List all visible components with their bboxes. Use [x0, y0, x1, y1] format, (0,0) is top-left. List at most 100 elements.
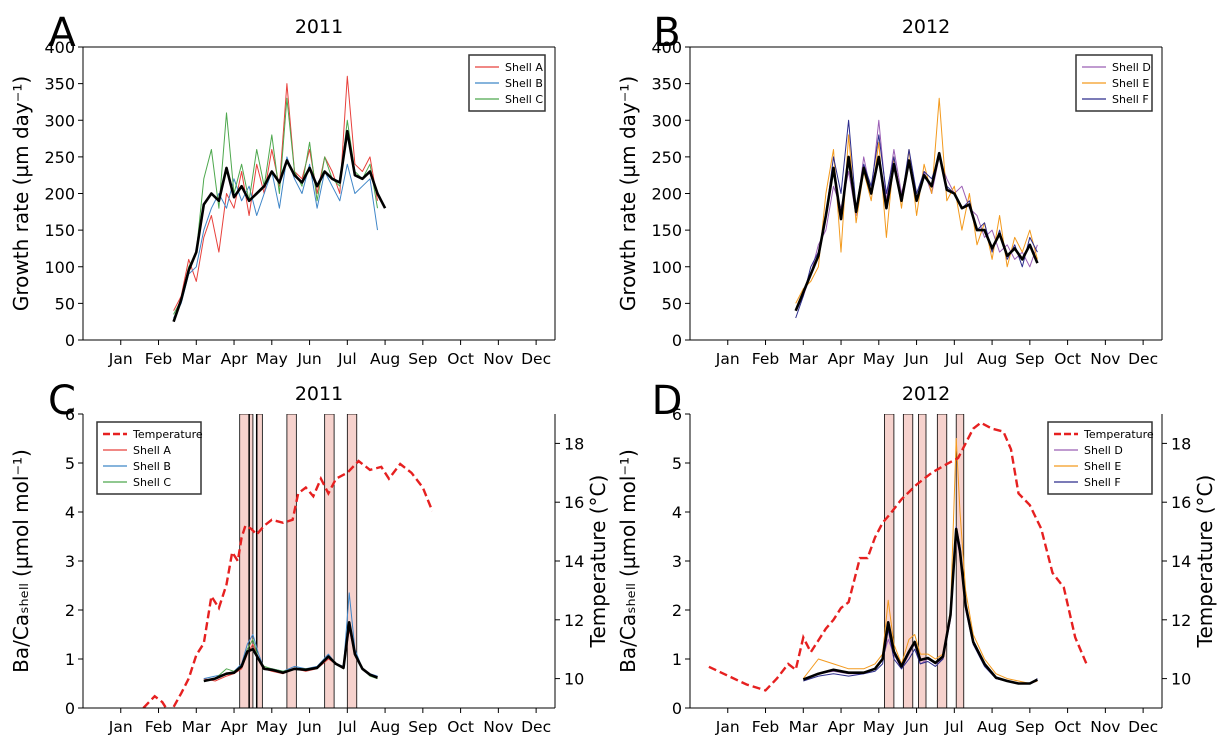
y-tick-label: 150	[44, 221, 75, 240]
panel-title: 2012	[902, 383, 950, 405]
shaded-interval-2	[902, 414, 914, 708]
x-tick-label: Jun	[903, 718, 928, 735]
x-tick-label: Aug	[370, 350, 400, 368]
x-tick-label: Nov	[1090, 718, 1120, 735]
x-tick-label: Dec	[521, 718, 551, 735]
y-tick-label: 4	[65, 503, 75, 522]
y-tick-label: 0	[672, 331, 682, 350]
y2-tick-label: 10	[1171, 670, 1191, 689]
x-tick-label: Apr	[221, 350, 248, 368]
y2-tick-label: 12	[564, 611, 584, 630]
legend-entry-label: Shell F	[1112, 93, 1149, 106]
x-tick-label: Aug	[370, 718, 400, 735]
shaded-interval-3	[918, 414, 927, 708]
y-tick-label: 250	[651, 148, 682, 167]
x-tick-label: Feb	[145, 718, 172, 735]
y-tick-label: 200	[44, 185, 75, 204]
x-tick-label: Jan	[715, 718, 740, 735]
y-tick-label: 6	[65, 405, 75, 424]
y2-tick-label: 18	[564, 434, 584, 453]
y-tick-label: 0	[672, 699, 682, 718]
x-tick-label: Jul	[337, 718, 357, 735]
y2-tick-label: 14	[564, 552, 584, 571]
legend-entry-label: Shell D	[1112, 61, 1151, 74]
x-tick-label: Sep	[408, 718, 437, 735]
legend-entry-label: Shell C	[133, 476, 171, 489]
x-tick-label: Apr	[828, 350, 855, 368]
x-tick-label: Jan	[108, 718, 133, 735]
x-tick-label: Dec	[1128, 718, 1158, 735]
x-tick-label: Aug	[977, 718, 1007, 735]
x-tick-label: Feb	[145, 350, 172, 368]
x-tick-label: Mar	[182, 350, 212, 368]
panel-letter: A	[48, 10, 76, 56]
x-tick-label: May	[256, 718, 288, 735]
panel-a: 0 50 100 150 200 250 300 350 400 Jan Feb Mar Apr May J…	[9, 10, 556, 368]
plot-area	[172, 75, 387, 323]
x-tick-label: Nov	[483, 718, 513, 735]
series-line-shell-b	[203, 592, 378, 680]
y-tick-label: 300	[651, 111, 682, 130]
plot-area	[708, 414, 1088, 708]
legend: Shell A Shell B Shell C	[468, 54, 546, 112]
x-tick-label: Sep	[1015, 350, 1044, 368]
y-tick-label: 350	[651, 75, 682, 94]
y2-axis-label: Temperature (°C)	[1193, 475, 1217, 649]
x-tick-label: Feb	[752, 350, 779, 368]
series-line-shell-e	[802, 438, 1038, 684]
y-tick-label: 100	[651, 258, 682, 277]
x-tick-label: May	[256, 350, 288, 368]
y-tick-label: 350	[44, 75, 75, 94]
x-tick-label: Apr	[221, 718, 248, 735]
y2-tick-label: 14	[1171, 552, 1191, 571]
y-tick-label: 3	[65, 552, 75, 571]
x-tick-label: Mar	[182, 718, 212, 735]
y-tick-label: 0	[65, 331, 75, 350]
x-tick-label: Dec	[521, 350, 551, 368]
shaded-interval-1	[884, 414, 895, 708]
x-tick-label: May	[863, 350, 895, 368]
y-axis-label: Ba/Caₛₕₑₗₗ (µmol mol⁻¹)	[616, 449, 640, 673]
x-tick-label: Aug	[977, 350, 1007, 368]
plot-area	[794, 97, 1039, 319]
y-axis-label: Growth rate (µm day⁻¹)	[9, 76, 33, 311]
y-tick-label: 2	[672, 601, 682, 620]
y2-tick-label: 16	[1171, 493, 1191, 512]
legend-entry-label: Shell C	[505, 93, 543, 106]
y-tick-label: 50	[662, 294, 682, 313]
y-tick-label: 400	[651, 38, 682, 57]
y-tick-label: 2	[65, 601, 75, 620]
x-tick-label: Mar	[789, 718, 819, 735]
legend-entry-label: Shell B	[505, 77, 543, 90]
y-tick-label: 1	[672, 650, 682, 669]
x-tick-label: Jul	[944, 350, 964, 368]
y-axis-label: Ba/Caₛₕₑₗₗ (µmol mol⁻¹)	[9, 449, 33, 673]
shaded-interval-5	[346, 414, 358, 708]
mean-series-line	[172, 129, 387, 323]
x-tick-label: Oct	[447, 718, 474, 735]
series-line-shell-f	[795, 119, 1038, 319]
y-tick-label: 5	[65, 454, 75, 473]
x-tick-label: Jul	[337, 350, 357, 368]
y-tick-label: 100	[44, 258, 75, 277]
shaded-interval-3	[286, 414, 297, 708]
legend-entry-label: Temperature	[1083, 428, 1154, 441]
y-tick-label: 3	[672, 552, 682, 571]
x-tick-label: Oct	[447, 350, 474, 368]
legend: Temperature Shell A Shell B Shell C	[96, 421, 203, 495]
y-tick-label: 1	[65, 650, 75, 669]
y-axis-label: Growth rate (µm day⁻¹)	[616, 76, 640, 311]
y-tick-label: 50	[55, 294, 75, 313]
temperature-line	[142, 459, 434, 708]
x-tick-label: Jun	[296, 718, 321, 735]
legend-entry-label: Shell E	[1112, 77, 1149, 90]
panel-b: 0 50 100 150 200 250 300 350 400 Jan Feb Mar Apr May J…	[616, 10, 1163, 368]
y2-tick-label: 12	[1171, 611, 1191, 630]
y-tick-label: 250	[44, 148, 75, 167]
y-tick-label: 4	[672, 503, 682, 522]
series-line-shell-b	[173, 156, 378, 319]
y-tick-label: 0	[65, 699, 75, 718]
